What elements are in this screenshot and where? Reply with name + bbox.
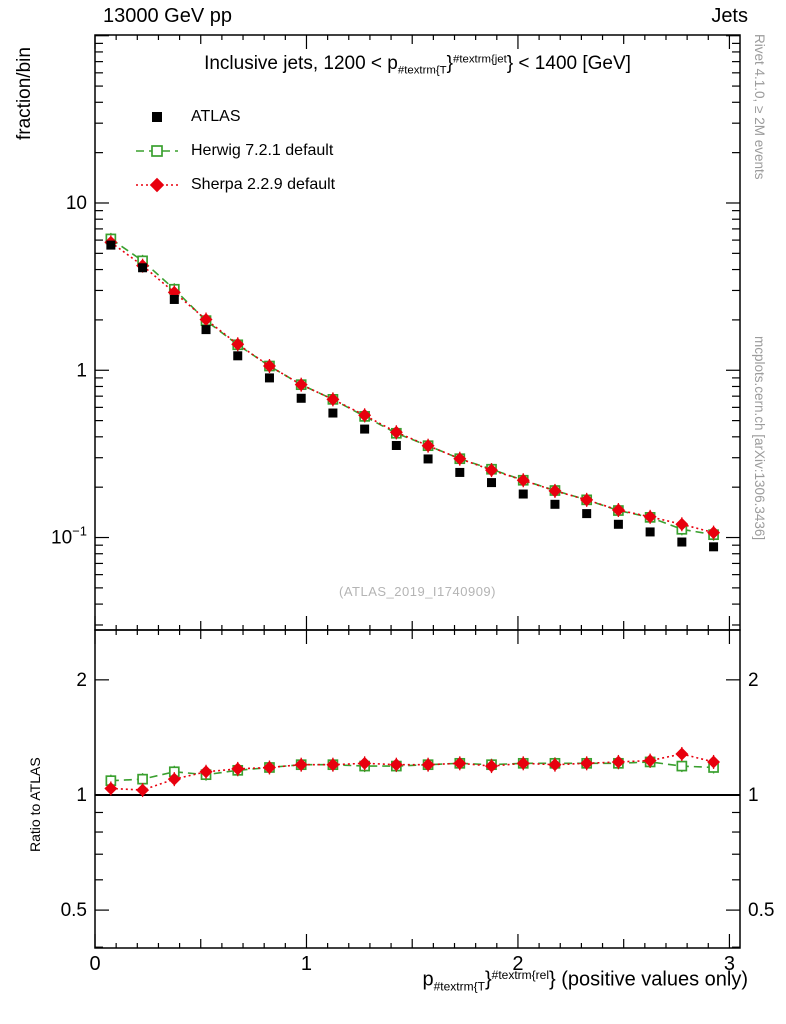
- legend-item-atlas: ATLAS: [135, 100, 335, 134]
- svg-text:0: 0: [89, 953, 100, 975]
- main-y-axis-title: fraction/bin: [14, 47, 35, 140]
- analysis-category-label: Jets: [711, 5, 748, 27]
- legend-item-sherpa: Sherpa 2.2.9 default: [135, 168, 335, 202]
- plot-title-superscript: #textrm{jet: [453, 53, 507, 66]
- svg-text:1: 1: [76, 360, 87, 381]
- herwig-open-square-marker: [135, 142, 179, 160]
- x-axis-title: p#textrm{T}#textrm{rel} (positive values…: [95, 968, 748, 993]
- plot-title-subscript: #textrm{T: [397, 64, 447, 77]
- svg-text:2: 2: [748, 670, 759, 691]
- svg-text:3: 3: [724, 953, 735, 975]
- svg-text:0.5: 0.5: [61, 900, 87, 921]
- x-title-subscript: #textrm{T: [433, 979, 485, 994]
- legend-label-atlas: ATLAS: [191, 108, 241, 125]
- analysis-id-watermark: (ATLAS_2019_I1740909): [339, 584, 496, 599]
- svg-text:10−1: 10−1: [51, 524, 87, 549]
- legend: ATLAS Herwig 7.2.1 default Sherpa 2.2.9 …: [135, 100, 335, 202]
- svg-text:1: 1: [748, 785, 759, 806]
- svg-text:0.5: 0.5: [748, 900, 774, 921]
- mcplots-arxiv-watermark: mcplots.cern.ch [arXiv:1306.3436]: [752, 336, 767, 541]
- legend-label-herwig: Herwig 7.2.1 default: [191, 142, 334, 159]
- plot-title-brace: }: [446, 53, 453, 74]
- svg-text:2: 2: [512, 953, 523, 975]
- plot-title-prefix: Inclusive jets, 1200 < p: [204, 53, 398, 74]
- plot-title: Inclusive jets, 1200 < p#textrm{T}#textr…: [95, 53, 740, 77]
- svg-text:1: 1: [76, 785, 87, 806]
- x-title-brace: }: [484, 968, 492, 991]
- plot-title-suffix: } < 1400 [GeV]: [506, 53, 631, 74]
- svg-text:10: 10: [66, 193, 87, 214]
- rivet-version-watermark: Rivet 4.1.0, ≥ 2M events: [752, 34, 767, 180]
- atlas-filled-square-marker: [135, 108, 179, 126]
- x-title-suffix: } (positive values only): [549, 968, 748, 991]
- legend-item-herwig: Herwig 7.2.1 default: [135, 134, 335, 168]
- x-title-base: p: [422, 968, 434, 991]
- sherpa-filled-diamond-marker: [135, 176, 179, 194]
- beam-energy-label: 13000 GeV pp: [103, 5, 232, 27]
- svg-text:2: 2: [76, 670, 87, 691]
- x-title-superscript: #textrm{rel: [491, 968, 550, 982]
- svg-text:1: 1: [301, 953, 312, 975]
- legend-label-sherpa: Sherpa 2.2.9 default: [191, 176, 336, 193]
- ratio-y-axis-title: Ratio to ATLAS: [27, 757, 43, 852]
